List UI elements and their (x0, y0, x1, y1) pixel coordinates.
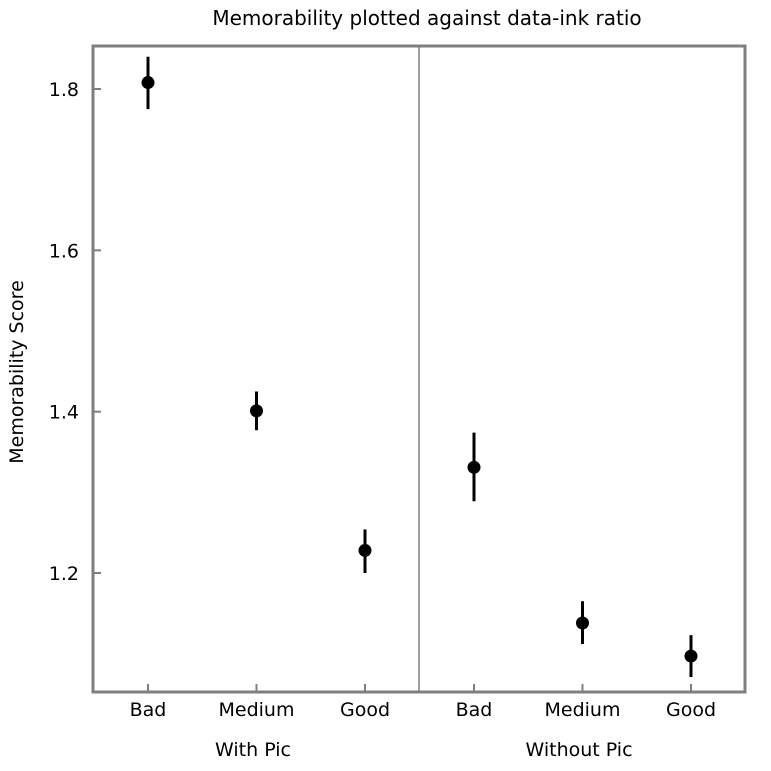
x-tick-label: Bad (130, 699, 167, 721)
data-point (358, 543, 372, 557)
y-axis-label: Memorability Score (6, 280, 28, 464)
x-tick-label: Medium (545, 699, 621, 721)
panel-label: With Pic (215, 739, 291, 761)
data-point (250, 404, 263, 418)
data-point (576, 616, 589, 630)
panel-label: Without Pic (525, 739, 632, 761)
data-point (684, 649, 698, 663)
data-point (141, 76, 155, 90)
y-tick-label: 1.4 (49, 402, 79, 424)
x-tick-label: Good (340, 699, 390, 721)
y-tick-label: 1.6 (49, 240, 79, 262)
chart-title: Memorability plotted against data-ink ra… (212, 6, 641, 30)
chart-marks: 1.2 1.4 1.6 1.8 Bad Medium Good With Pic Bad Medi… (49, 56, 716, 761)
x-tick-label: Good (666, 699, 716, 721)
data-point (467, 460, 481, 474)
x-tick-label: Medium (219, 699, 295, 721)
x-tick-label: Bad (456, 699, 493, 721)
y-tick-label: 1.8 (49, 79, 79, 101)
y-tick-label: 1.2 (49, 563, 79, 585)
